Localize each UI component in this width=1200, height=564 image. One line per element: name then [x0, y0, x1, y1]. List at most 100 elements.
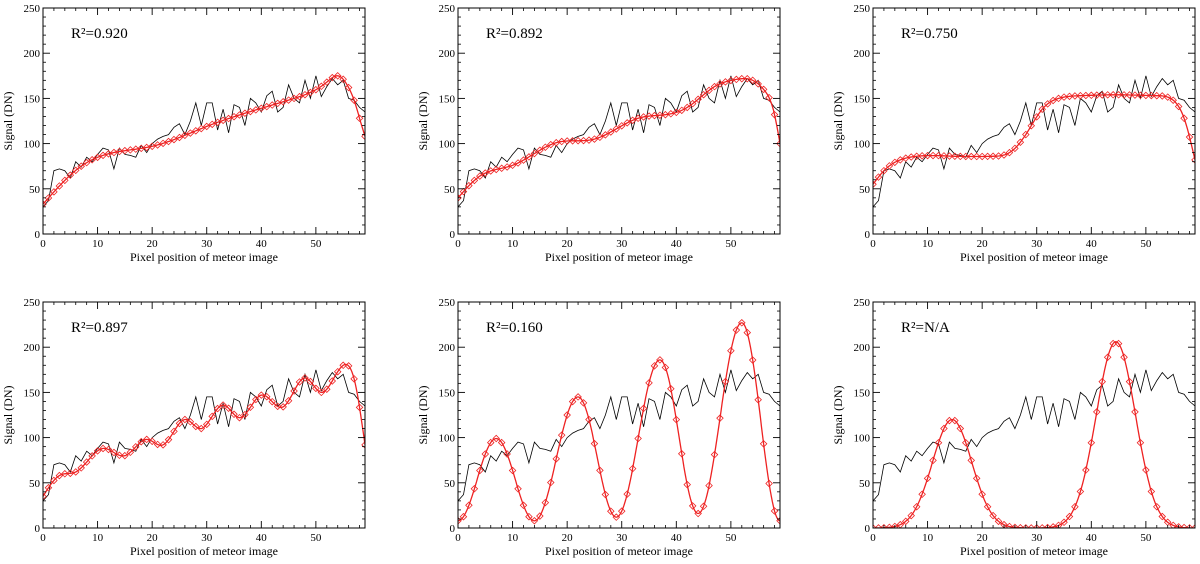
- fit-marker: [317, 82, 326, 91]
- y-tick-label: 150: [854, 93, 871, 105]
- fit-marker: [765, 479, 773, 488]
- y-tick-label: 100: [24, 433, 41, 445]
- y-tick-label: 0: [865, 229, 871, 241]
- fit-marker: [284, 396, 293, 405]
- fit-marker: [1103, 353, 1112, 362]
- fit-marker: [1032, 524, 1041, 528]
- fit-marker: [1082, 91, 1090, 100]
- y-tick-label: 50: [29, 478, 41, 490]
- fit-marker: [519, 156, 528, 164]
- x-axis-label: Pixel position of meteor image: [130, 250, 278, 264]
- chart-panel-2: 0 10 20 30 40 50 0 50 100 150 200 250 Pixel position…: [416, 3, 781, 264]
- x-tick-label: 50: [1140, 532, 1152, 544]
- fit-marker: [923, 474, 932, 483]
- fit-marker: [295, 92, 304, 101]
- fit-marker: [459, 512, 468, 521]
- x-tick-label: 30: [616, 238, 628, 250]
- fit-marker: [323, 385, 331, 393]
- fit-marker: [317, 388, 326, 397]
- fit-marker: [956, 152, 965, 161]
- fit-marker: [481, 450, 490, 458]
- fit-marker: [208, 412, 216, 421]
- fit-marker: [716, 414, 724, 422]
- fit-marker: [721, 377, 730, 386]
- fit-marker: [683, 480, 691, 489]
- x-tick-label: 0: [40, 238, 46, 250]
- x-tick-label: 10: [92, 238, 104, 250]
- fit-marker: [874, 524, 883, 528]
- fit-markers: [873, 91, 1195, 189]
- fit-marker: [607, 507, 615, 515]
- y-tick-label: 150: [439, 93, 456, 105]
- y-tick-label: 200: [439, 48, 456, 60]
- plot-frame: [872, 301, 1196, 529]
- fit-marker: [1098, 377, 1106, 386]
- fit-marker: [705, 86, 713, 95]
- fit-marker: [891, 522, 899, 528]
- fit-marker: [137, 437, 146, 446]
- fit-marker: [224, 404, 233, 413]
- fit-marker: [1082, 466, 1090, 474]
- y-axis-label: Signal (DN): [1, 386, 15, 445]
- fit-marker: [213, 404, 222, 413]
- fit-curve-line: [873, 341, 1195, 528]
- x-tick-label: 10: [922, 532, 934, 544]
- fit-marker: [743, 328, 752, 337]
- fit-marker: [1005, 522, 1014, 528]
- fit-marker: [1109, 91, 1117, 99]
- fit-marker: [727, 346, 735, 355]
- x-tick-label: 20: [147, 532, 159, 544]
- fit-marker: [470, 485, 479, 493]
- fit-marker: [71, 468, 80, 476]
- x-tick-label: 0: [455, 532, 461, 544]
- fit-marker: [1065, 92, 1074, 101]
- fit-marker: [43, 200, 47, 208]
- fit-marker: [536, 512, 544, 520]
- fit-marker: [355, 403, 364, 412]
- fit-marker: [344, 83, 353, 92]
- fit-marker: [585, 415, 593, 424]
- fit-marker: [623, 119, 631, 127]
- fit-marker: [350, 375, 358, 383]
- fit-marker: [153, 141, 162, 149]
- x-tick-label: 30: [1031, 532, 1043, 544]
- fit-marker: [748, 76, 757, 85]
- fit-marker: [1136, 438, 1145, 447]
- fit-marker: [170, 427, 178, 436]
- fit-marker: [246, 107, 255, 116]
- fit-curve-line: [458, 77, 780, 199]
- fit-marker: [290, 387, 298, 395]
- fit-marker: [465, 501, 473, 510]
- fit-marker: [672, 108, 681, 117]
- fit-marker: [672, 415, 681, 424]
- fit-marker: [1125, 377, 1134, 386]
- fit-marker: [699, 502, 708, 511]
- fit-marker: [279, 403, 287, 411]
- r-squared-annotation: R²=0.920: [71, 26, 128, 42]
- fit-marker: [530, 517, 539, 525]
- fit-marker: [912, 502, 921, 511]
- fit-marker: [328, 377, 337, 385]
- y-tick-label: 200: [24, 48, 41, 60]
- fit-marker: [1071, 92, 1079, 100]
- fit-marker: [1114, 91, 1123, 99]
- y-axis-label: Signal (DN): [1, 92, 15, 151]
- fit-marker: [656, 111, 664, 119]
- fit-marker: [1174, 102, 1183, 111]
- y-tick-label: 50: [859, 478, 871, 490]
- fit-marker: [202, 122, 211, 131]
- y-tick-label: 0: [450, 229, 456, 241]
- y-tick-label: 150: [24, 387, 41, 399]
- observed-signal-line: [43, 369, 365, 502]
- fit-marker: [339, 75, 347, 84]
- y-tick-label: 100: [854, 433, 871, 445]
- fit-marker: [219, 401, 227, 409]
- fit-marker: [552, 455, 561, 463]
- fit-marker: [1169, 521, 1177, 528]
- x-axis-label: Pixel position of meteor image: [545, 250, 693, 264]
- fit-marker: [918, 490, 926, 498]
- chart-panel-4: 0 10 20 30 40 50 0 50 100 150 200 250 Pixel position…: [1, 297, 366, 558]
- fit-marker: [770, 507, 779, 515]
- y-tick-label: 200: [854, 342, 871, 354]
